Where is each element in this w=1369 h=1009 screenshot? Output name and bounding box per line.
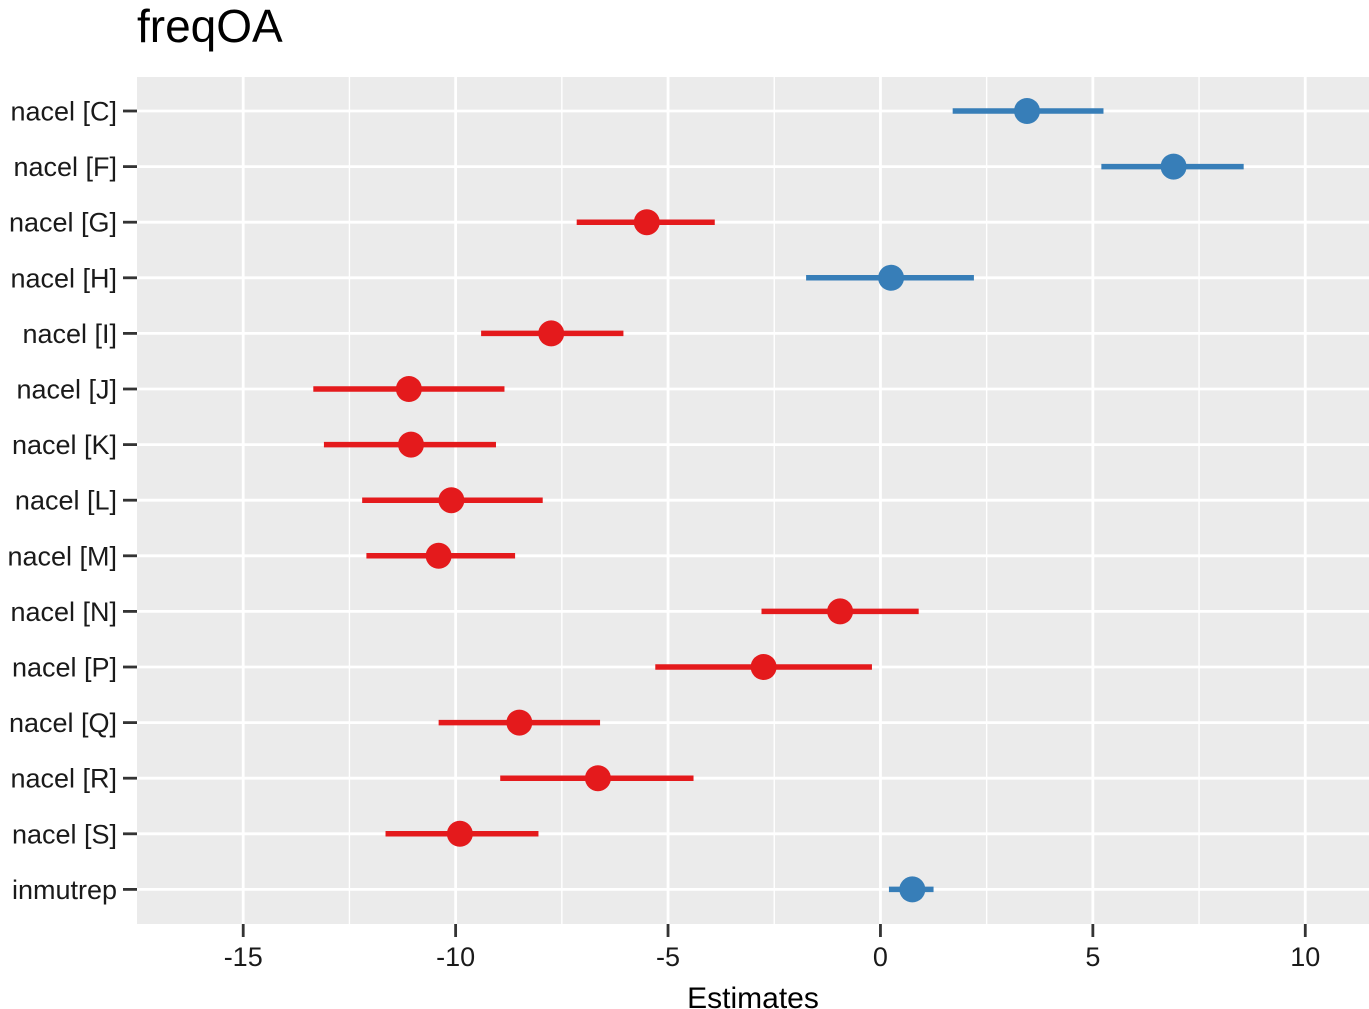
y-tick-label: nacel [L] <box>15 486 117 516</box>
y-tick-label: inmutrep <box>12 875 117 905</box>
y-tick-label: nacel [G] <box>9 208 117 238</box>
y-tick-label: nacel [H] <box>10 263 117 293</box>
x-axis-title: Estimates <box>687 982 819 1009</box>
estimate-point <box>538 320 565 347</box>
estimate-point <box>827 598 854 625</box>
y-tick-label: nacel [J] <box>16 375 117 405</box>
x-tick-label: -5 <box>656 942 680 972</box>
x-tick-label: 10 <box>1290 942 1320 972</box>
chart-title: freqOA <box>137 0 283 52</box>
y-tick-label: nacel [K] <box>12 430 117 460</box>
y-tick-label: nacel [C] <box>10 97 117 127</box>
estimate-point <box>584 765 611 792</box>
y-tick-label: nacel [R] <box>10 764 117 794</box>
y-tick-label: nacel [S] <box>12 819 117 849</box>
estimate-point <box>395 376 422 402</box>
y-axis: nacel [C] nacel [F] nacel [G] nacel [H] nace… <box>7 97 137 905</box>
estimate-point <box>398 431 425 458</box>
x-tick-label: -10 <box>436 942 475 972</box>
estimate-point <box>878 264 905 291</box>
x-axis: -15 -10 -5 0 5 10 <box>224 924 1320 972</box>
x-tick-label: 0 <box>873 942 888 972</box>
y-tick-label: nacel [Q] <box>9 708 117 738</box>
estimate-point <box>425 542 452 569</box>
estimate-point <box>438 487 465 514</box>
estimate-point <box>750 654 777 680</box>
estimate-point <box>1014 98 1041 124</box>
estimate-point <box>633 209 660 236</box>
y-tick-label: nacel [F] <box>13 152 117 182</box>
estimate-point <box>446 820 473 847</box>
estimate-points <box>395 98 1187 903</box>
y-tick-label: nacel [P] <box>12 653 117 683</box>
y-tick-label: nacel [N] <box>10 597 117 627</box>
x-tick-label: 5 <box>1085 942 1100 972</box>
estimate-point <box>899 876 926 903</box>
x-tick-label: -15 <box>224 942 263 972</box>
estimate-point <box>1160 153 1187 180</box>
y-tick-label: nacel [I] <box>22 319 117 349</box>
y-tick-label: nacel [M] <box>7 541 117 571</box>
estimate-point <box>506 709 533 736</box>
